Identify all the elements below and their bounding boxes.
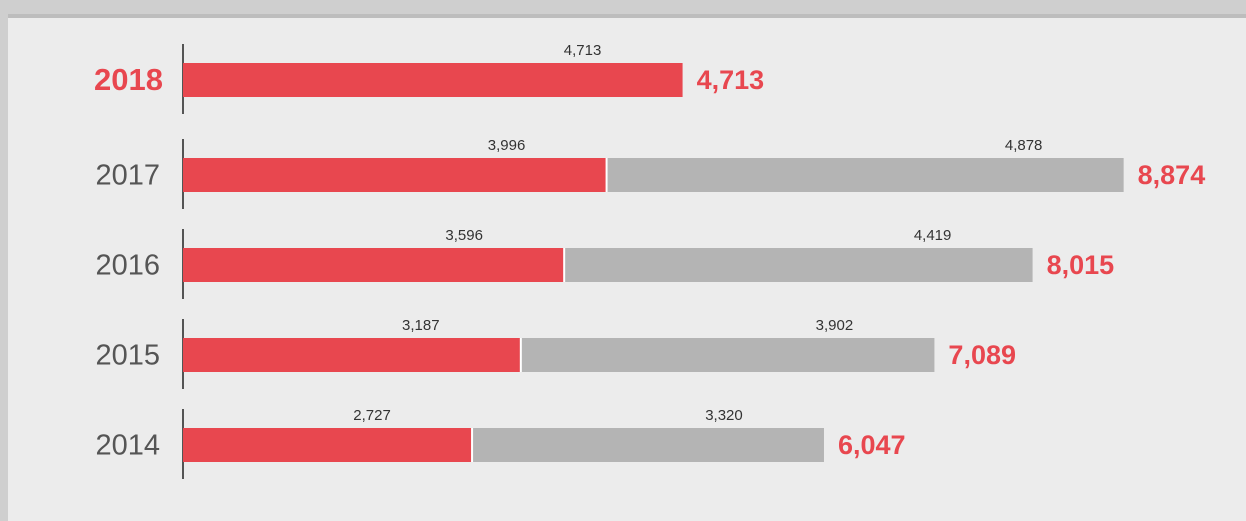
segment-label: 3,996: [488, 137, 526, 154]
total-label: 7,089: [948, 340, 1016, 370]
bar-segment: [607, 158, 1124, 192]
bar-segment: [183, 158, 607, 192]
segment-label: 3,596: [445, 227, 483, 244]
page: {"chart_data": {"type": "stacked-bar-hor…: [0, 0, 1246, 521]
segment-label: 2,727: [353, 407, 391, 424]
segment-label: 3,320: [705, 407, 743, 424]
bar-segment: [183, 338, 521, 372]
segment-label: 3,187: [402, 317, 440, 334]
category-label: 2014: [95, 430, 160, 462]
total-label: 8,015: [1047, 250, 1115, 280]
total-label: 4,713: [697, 65, 765, 95]
segment-label: 4,419: [914, 227, 952, 244]
bar-segment: [472, 428, 824, 462]
segment-label: 4,713: [564, 42, 602, 59]
bar-segment: [183, 63, 683, 97]
category-label: 2018: [94, 62, 163, 97]
panel-edge: [8, 14, 1246, 18]
total-label: 6,047: [838, 430, 906, 460]
category-label: 2015: [95, 340, 160, 372]
category-label: 2017: [95, 160, 160, 192]
bar-segment: [564, 248, 1032, 282]
total-label: 8,874: [1138, 160, 1206, 190]
bar-segment: [521, 338, 935, 372]
chart: 2018 4,713 4,713 2017 3,996 4,878 8,874 2016 3,5…: [0, 0, 1246, 521]
segment-label: 3,902: [816, 317, 854, 334]
segment-label: 4,878: [1005, 137, 1043, 154]
bar-segment: [183, 428, 472, 462]
category-label: 2016: [95, 250, 160, 282]
bar-segment: [183, 248, 564, 282]
